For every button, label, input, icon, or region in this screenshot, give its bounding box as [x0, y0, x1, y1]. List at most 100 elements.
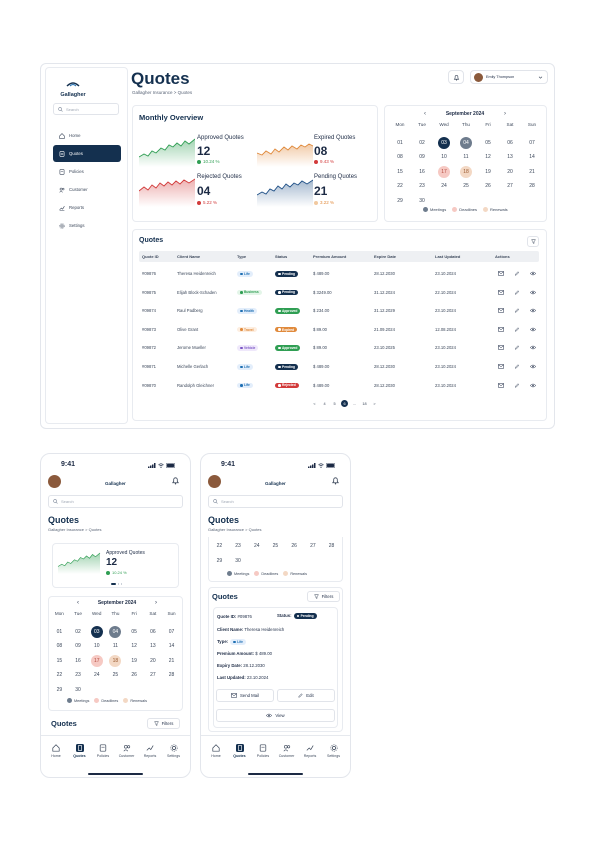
calendar-day[interactable]: 27 [507, 183, 513, 189]
page-button[interactable]: > [373, 401, 376, 406]
pencil-icon[interactable] [514, 290, 520, 295]
calendar-day[interactable]: 28 [328, 543, 335, 549]
calendar-day[interactable]: 07 [168, 628, 175, 635]
calendar-day[interactable]: 13 [150, 643, 156, 649]
calendar-day[interactable]: 19 [485, 168, 491, 175]
eye-icon[interactable] [530, 345, 536, 350]
calendar-day[interactable]: 27 [150, 672, 156, 678]
calendar-day[interactable]: 25 [112, 672, 119, 678]
pencil-icon[interactable] [514, 308, 520, 313]
eye-icon[interactable] [530, 271, 536, 276]
mobile-avatar[interactable] [208, 475, 221, 488]
calendar-day[interactable]: 18 [109, 654, 122, 667]
search-input[interactable]: Search [53, 103, 119, 115]
eye-icon[interactable] [530, 290, 536, 295]
calendar-day[interactable]: 05 [485, 139, 491, 146]
calendar-day[interactable]: 25 [463, 183, 469, 189]
calendar-day[interactable]: 04 [460, 136, 472, 149]
calendar-day[interactable]: 19 [131, 657, 137, 664]
calendar-day[interactable]: 14 [529, 154, 535, 160]
eye-icon[interactable] [530, 327, 536, 332]
page-button[interactable]: ... [352, 401, 357, 406]
filters-button[interactable]: Filters [307, 591, 340, 602]
tab-customer[interactable]: Customer [276, 744, 298, 764]
calendar-day[interactable]: 20 [150, 657, 156, 664]
calendar-day[interactable]: 10 [441, 154, 447, 160]
calendar-day[interactable]: 21 [168, 657, 175, 664]
calendar-day[interactable]: 03 [90, 625, 103, 638]
calendar-day[interactable]: 23 [419, 183, 425, 189]
mail-icon[interactable] [498, 326, 504, 332]
filters-button[interactable]: Filters [147, 718, 180, 729]
tab-reports[interactable]: Reports [299, 744, 321, 764]
tab-customer[interactable]: Customer [116, 744, 138, 764]
prev-month-button[interactable]: ‹ [424, 111, 426, 117]
calendar-day[interactable]: 29 [216, 557, 223, 564]
calendar-day[interactable]: 02 [419, 139, 425, 146]
calendar-day[interactable]: 28 [168, 672, 175, 678]
calendar-day[interactable]: 22 [216, 543, 223, 549]
tab-home[interactable]: Home [45, 744, 67, 764]
tab-policies[interactable]: Policies [252, 744, 274, 764]
calendar-day[interactable]: 23 [75, 672, 81, 678]
calendar-day[interactable]: 13 [507, 154, 513, 160]
calendar-day[interactable]: 29 [56, 686, 63, 693]
eye-icon[interactable] [530, 308, 536, 313]
prev-month-button[interactable]: ‹ [77, 600, 79, 606]
calendar-day[interactable]: 04 [109, 625, 122, 638]
mail-icon[interactable] [498, 345, 504, 351]
calendar-day[interactable]: 30 [235, 557, 241, 564]
bell-icon[interactable] [331, 476, 340, 485]
page-button[interactable]: < [313, 401, 316, 406]
calendar-day[interactable]: 15 [56, 657, 63, 664]
calendar-day[interactable]: 24 [253, 543, 260, 549]
calendar-day[interactable]: 14 [168, 643, 175, 649]
tab-quotes[interactable]: Quotes [229, 744, 251, 764]
calendar-day[interactable]: 26 [291, 543, 297, 549]
sidebar-item-settings[interactable]: Settings [53, 217, 121, 234]
tab-policies[interactable]: Policies [92, 744, 114, 764]
calendar-day[interactable]: 17 [438, 165, 450, 178]
pencil-icon[interactable] [514, 345, 520, 350]
sidebar-item-quotes[interactable]: Quotes [53, 145, 121, 162]
bell-icon[interactable] [171, 476, 180, 485]
eye-icon[interactable] [530, 383, 536, 388]
calendar-day[interactable]: 29 [397, 197, 403, 204]
calendar-day[interactable]: 07 [529, 139, 535, 146]
mail-icon[interactable] [498, 364, 504, 369]
notification-button[interactable] [448, 70, 464, 84]
calendar-day[interactable]: 25 [272, 543, 279, 549]
next-month-button[interactable]: › [154, 600, 157, 606]
mail-icon[interactable] [498, 271, 504, 276]
calendar-day[interactable]: 06 [150, 628, 156, 635]
calendar-day[interactable]: 02 [75, 628, 81, 635]
user-menu[interactable]: Emily Thompson [470, 70, 548, 84]
calendar-day[interactable]: 11 [112, 643, 119, 649]
filter-button[interactable] [527, 236, 539, 247]
sidebar-item-customer[interactable]: Customer [53, 181, 121, 198]
sidebar-item-reports[interactable]: Reports [53, 199, 121, 216]
calendar-day[interactable]: 16 [419, 168, 425, 175]
calendar-day[interactable]: 22 [56, 672, 63, 678]
mobile-search-input[interactable]: Search [208, 495, 343, 508]
calendar-day[interactable]: 30 [75, 686, 81, 693]
tab-settings[interactable]: Settings [163, 744, 185, 764]
calendar-day[interactable]: 03 [438, 136, 450, 149]
mobile-avatar[interactable] [48, 475, 61, 488]
tab-home[interactable]: Home [205, 744, 227, 764]
pencil-icon[interactable] [514, 327, 520, 332]
tab-quotes[interactable]: Quotes [69, 744, 91, 764]
calendar-day[interactable]: 12 [485, 154, 491, 160]
eye-icon[interactable] [530, 364, 536, 369]
calendar-day[interactable]: 24 [441, 183, 447, 189]
sidebar-item-home[interactable]: Home [53, 127, 121, 144]
calendar-day[interactable]: 20 [507, 168, 513, 175]
pencil-icon[interactable] [514, 383, 520, 388]
mobile-search-input[interactable]: Search [48, 495, 183, 508]
calendar-day[interactable]: 26 [485, 183, 491, 189]
calendar-day[interactable]: 05 [131, 628, 137, 635]
calendar-day[interactable]: 22 [397, 183, 403, 189]
calendar-day[interactable]: 12 [131, 643, 137, 649]
sidebar-item-policies[interactable]: Policies [53, 163, 121, 180]
mail-icon[interactable] [498, 308, 504, 314]
